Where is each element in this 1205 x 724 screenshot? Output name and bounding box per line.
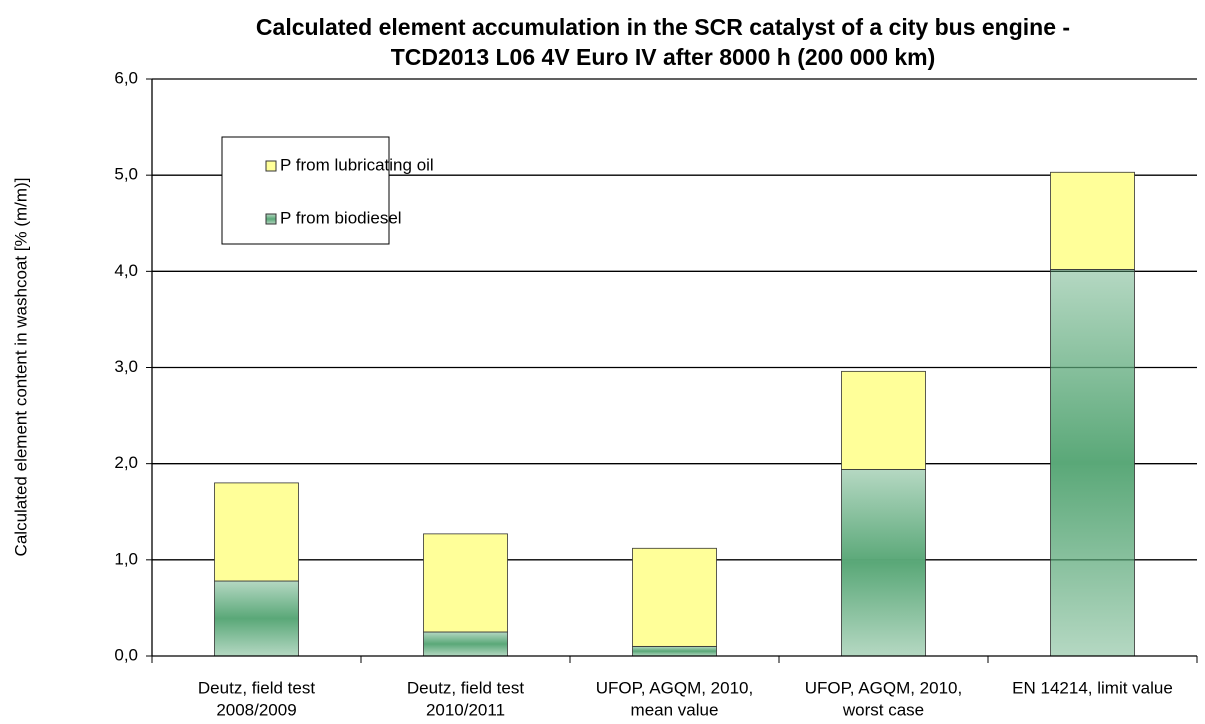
x-tick-label: 2010/2011 (426, 700, 505, 719)
y-tick-label: 0,0 (114, 645, 138, 664)
x-tick-label: EN 14214, limit value (1012, 678, 1173, 697)
x-tick-label: worst case (842, 700, 924, 719)
bar-segment (841, 370, 926, 470)
x-tick-label: 2008/2009 (216, 700, 296, 719)
x-tick-label: mean value (631, 700, 719, 719)
y-tick-label: 3,0 (114, 357, 138, 376)
legend-swatch (265, 160, 277, 172)
bar-segment (214, 580, 299, 657)
y-tick-label: 5,0 (114, 165, 138, 184)
bar-segment (423, 631, 508, 657)
bar-segment (1050, 269, 1135, 657)
bar-segment (214, 482, 299, 582)
bar-segment (1050, 171, 1135, 270)
x-tick-label: Deutz, field test (198, 678, 315, 697)
legend-swatch (265, 213, 277, 225)
x-tick-label: UFOP, AGQM, 2010, (596, 678, 753, 697)
x-tick-label: UFOP, AGQM, 2010, (805, 678, 962, 697)
y-tick-label: 1,0 (114, 549, 138, 568)
bar-segment (632, 547, 717, 647)
chart-title: Calculated element accumulation in the S… (256, 14, 1070, 40)
y-tick-label: 4,0 (114, 261, 138, 280)
x-tick-label: Deutz, field test (407, 678, 524, 697)
bar-segment (841, 469, 926, 657)
bar-segment (632, 645, 717, 657)
legend-label: P from biodiesel (280, 208, 402, 227)
legend-box (221, 136, 390, 245)
y-axis-label: Calculated element content in washcoat [… (11, 178, 30, 557)
y-tick-label: 2,0 (114, 453, 138, 472)
chart-title: TCD2013 L06 4V Euro IV after 8000 h (200… (391, 44, 936, 70)
bar-segment (423, 533, 508, 633)
legend-label: P from lubricating oil (280, 155, 434, 174)
y-tick-label: 6,0 (114, 68, 138, 87)
